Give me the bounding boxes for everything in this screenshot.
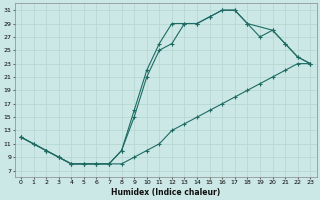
X-axis label: Humidex (Indice chaleur): Humidex (Indice chaleur) — [111, 188, 220, 197]
